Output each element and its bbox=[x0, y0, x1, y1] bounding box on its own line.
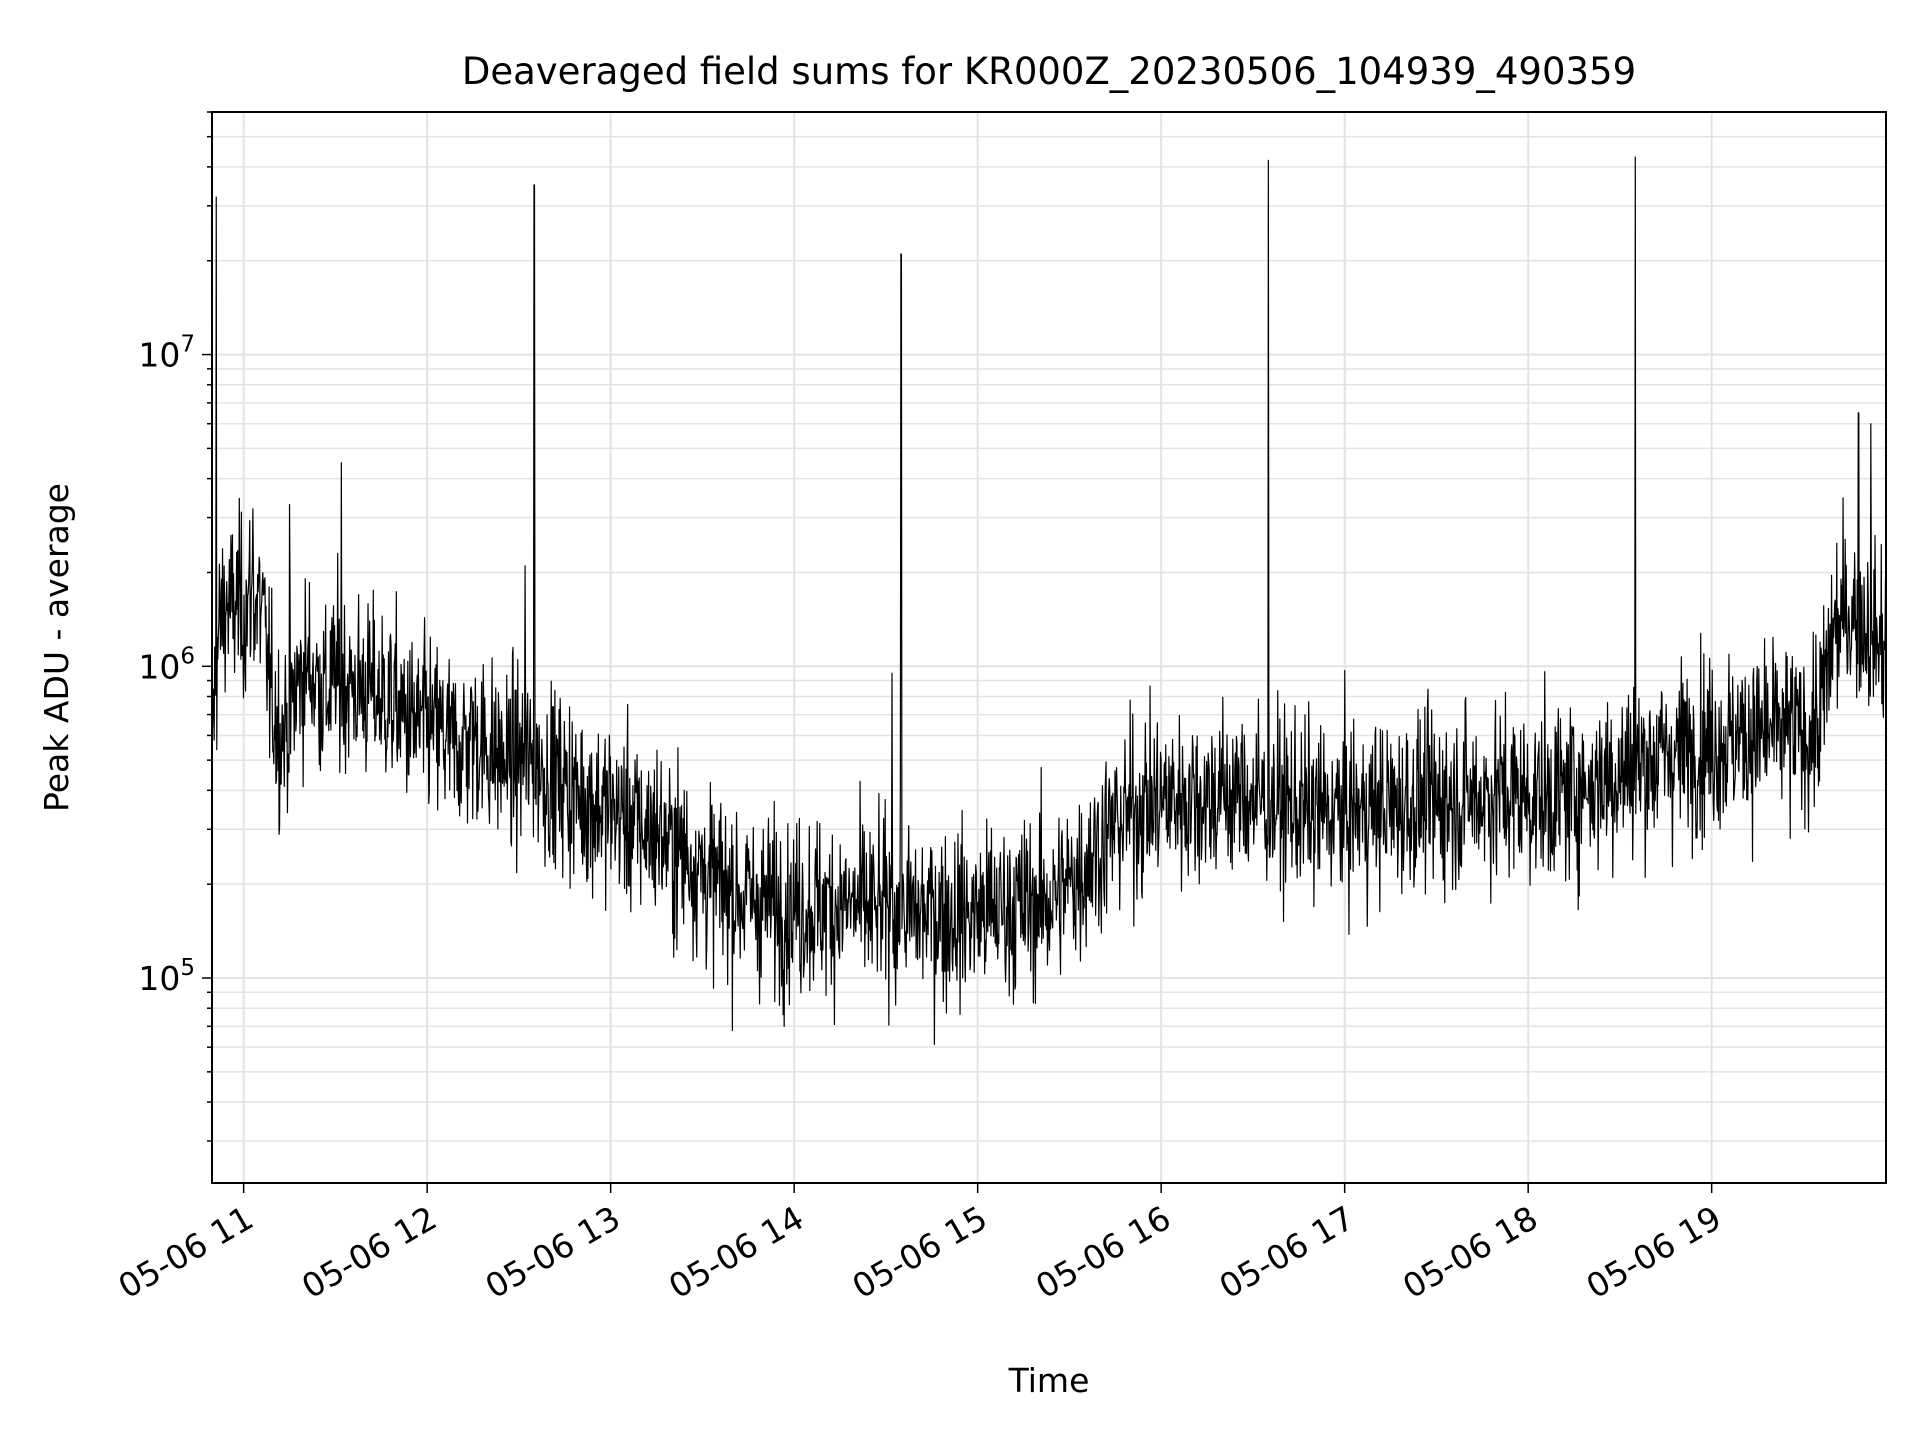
chart-title: Deaveraged field sums for KR000Z_2023050… bbox=[462, 50, 1636, 93]
x-axis-label: Time bbox=[1008, 1361, 1090, 1400]
series-line bbox=[210, 156, 1887, 1045]
series-layer bbox=[210, 156, 1887, 1045]
plot-frame bbox=[211, 111, 1887, 1184]
y-tick-label: 106 bbox=[138, 643, 195, 686]
y-tick-label: 107 bbox=[138, 332, 195, 375]
y-axis-label: Peak ADU - average bbox=[37, 483, 76, 812]
y-tick-label: 105 bbox=[138, 955, 195, 998]
